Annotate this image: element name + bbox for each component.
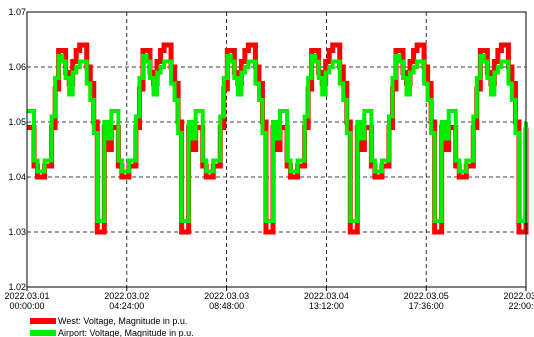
x-tick-label: 00:00:00 (9, 301, 44, 311)
x-tick-label: 2022.03.01 (4, 291, 49, 301)
x-tick-label: 13:12:00 (309, 301, 344, 311)
x-tick-label: 17:36:00 (409, 301, 444, 311)
x-tick-label: 22:00:00 (508, 301, 534, 311)
x-tick-label: 2022.03.04 (304, 291, 349, 301)
series-line (27, 54, 528, 223)
y-tick-label: 1.05 (8, 117, 26, 127)
y-tick-label: 1.02 (8, 282, 26, 292)
x-tick-label: 2022.03.03 (204, 291, 249, 301)
x-tick-label: 2022.03.02 (104, 291, 149, 301)
x-tick-label: 2022.03.06 (503, 291, 534, 301)
y-tick-label: 1.03 (8, 227, 26, 237)
x-tick-label: 04:24:00 (109, 301, 144, 311)
legend-label: Airport: Voltage, Magnitude in p.u. (58, 328, 194, 337)
y-tick-label: 1.07 (8, 7, 26, 17)
plot-border (26, 11, 527, 288)
x-tick-label: 08:48:00 (209, 301, 244, 311)
y-tick-label: 1.04 (8, 172, 26, 182)
y-tick-label: 1.06 (8, 62, 26, 72)
legend-label: West: Voltage, Magnitude in p.u. (58, 316, 187, 326)
x-tick-label: 2022.03.05 (404, 291, 449, 301)
